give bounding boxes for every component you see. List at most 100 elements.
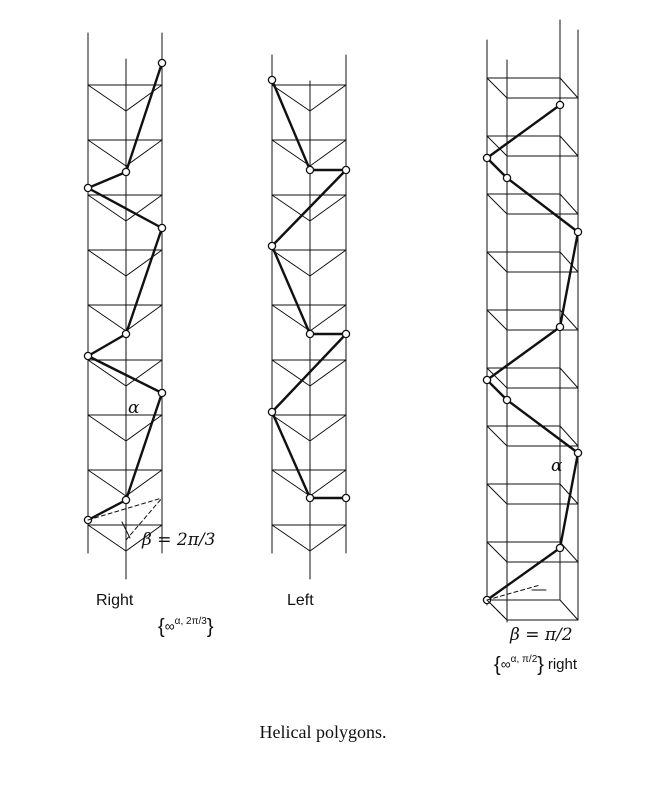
- formula-brace-close-left: }: [206, 616, 214, 638]
- triangle-left-edge: [271, 359, 311, 387]
- helix-vertex: [573, 448, 583, 458]
- left-handed-label: Left: [287, 592, 314, 609]
- helix-segment: [485, 325, 562, 382]
- triangle-right-edge: [309, 524, 347, 552]
- square-left-edge: [486, 541, 508, 563]
- right-handed-label: Right: [96, 592, 134, 609]
- schlafli-symbol-left: {∞α, 2π/3}: [158, 614, 214, 638]
- helix-segment: [124, 226, 164, 336]
- triangle-left-edge: [87, 469, 127, 497]
- helix-segment: [485, 156, 509, 180]
- helix-vertex: [157, 223, 167, 233]
- helix-segment: [270, 78, 312, 172]
- formula-sup-right: α, π/2: [510, 654, 538, 665]
- triangle-left-edge: [87, 304, 127, 332]
- helix-segment: [124, 61, 164, 174]
- triangle-left-edge: [271, 139, 311, 167]
- helix-segment: [270, 168, 348, 248]
- formula-suffix-right: right: [547, 656, 578, 673]
- triangle-left-edge: [87, 359, 127, 387]
- beta-label-left: β = 2π/3: [142, 530, 215, 550]
- triangle-left-edge: [87, 194, 127, 222]
- square-left-edge: [486, 135, 508, 157]
- triangle-right-edge: [125, 249, 163, 277]
- helix-vertex: [341, 493, 351, 503]
- helix-vertex: [267, 75, 277, 85]
- formula-brace-close-right: }: [537, 654, 544, 676]
- triangle-right-edge: [125, 359, 163, 387]
- triangle-right-edge: [309, 249, 347, 277]
- beta-arc-mark: [121, 521, 131, 539]
- helix-vertex: [555, 100, 565, 110]
- schlafli-symbol-right: {∞α, π/2} right: [494, 652, 578, 676]
- helix-vertex: [121, 329, 131, 339]
- formula-sup-left: α, 2π/3: [174, 616, 207, 627]
- formula-base-left: ∞: [164, 618, 175, 634]
- helix-vertex: [502, 395, 512, 405]
- helix-segment: [505, 176, 580, 234]
- triangle-right-edge: [125, 469, 163, 497]
- square-left-edge: [486, 483, 508, 505]
- helix-vertex: [267, 241, 277, 251]
- triangle-right-edge: [309, 194, 347, 222]
- square-right-edge: [559, 367, 579, 389]
- square-right-edge: [559, 135, 579, 157]
- square-right-edge: [559, 77, 579, 99]
- triangle-left-edge: [271, 414, 311, 442]
- helix-segment: [485, 546, 562, 602]
- triangle-right-edge: [309, 359, 347, 387]
- helix-vertex: [555, 322, 565, 332]
- formula-brace-open-left: {: [158, 616, 165, 638]
- triangle-right-edge: [309, 304, 347, 332]
- helix-vertex: [305, 165, 315, 175]
- square-right-edge: [559, 599, 579, 621]
- helix-segment: [86, 186, 164, 230]
- helix-vertex: [305, 329, 315, 339]
- helix-vertex: [555, 543, 565, 553]
- square-left-edge: [486, 367, 508, 389]
- square-left-edge: [486, 425, 508, 447]
- helix-segment: [124, 391, 164, 502]
- helix-vertex: [157, 58, 167, 68]
- triangle-left-edge: [271, 304, 311, 332]
- square-right-edge: [559, 483, 579, 505]
- square-right-edge: [559, 425, 579, 447]
- figure-caption: Helical polygons.: [259, 722, 387, 742]
- beta-label-right: β = π/2: [510, 625, 573, 645]
- beta-dashed-back: [486, 584, 541, 601]
- helix-segment: [86, 170, 128, 190]
- beta-dashed-side: [125, 497, 163, 541]
- triangle-left-edge: [271, 84, 311, 112]
- beta-value-left: β = 2π/3: [142, 530, 216, 550]
- helix-vertex: [157, 388, 167, 398]
- helix-vertex: [305, 493, 315, 503]
- square-left-edge: [486, 251, 508, 273]
- square-left-edge: [486, 77, 508, 99]
- helix-segment: [485, 103, 562, 160]
- triangle-left-edge: [87, 84, 127, 112]
- helix-vertex: [83, 183, 93, 193]
- helix-segment: [270, 244, 312, 336]
- triangle-right-edge: [125, 304, 163, 332]
- formula-base-right: ∞: [500, 656, 511, 672]
- triangular-prism-left-helix: [267, 54, 351, 580]
- square-right-edge: [559, 193, 579, 215]
- triangle-left-edge: [271, 249, 311, 277]
- square-prism-helix: [482, 19, 583, 623]
- triangle-left-edge: [87, 249, 127, 277]
- helix-vertex: [121, 495, 131, 505]
- helix-vertex: [482, 375, 492, 385]
- triangle-right-edge: [309, 414, 347, 442]
- triangle-right-edge: [309, 84, 347, 112]
- alpha-angle-label-right: α: [551, 456, 563, 476]
- alpha-angle-label-left: α: [128, 398, 140, 418]
- triangle-left-edge: [271, 469, 311, 497]
- helix-vertex: [482, 153, 492, 163]
- helix-segment: [485, 378, 509, 402]
- triangle-right-edge: [125, 139, 163, 167]
- triangle-left-edge: [87, 139, 127, 167]
- helix-vertex: [573, 227, 583, 237]
- helix-segment: [558, 451, 580, 550]
- helix-segment: [558, 230, 580, 329]
